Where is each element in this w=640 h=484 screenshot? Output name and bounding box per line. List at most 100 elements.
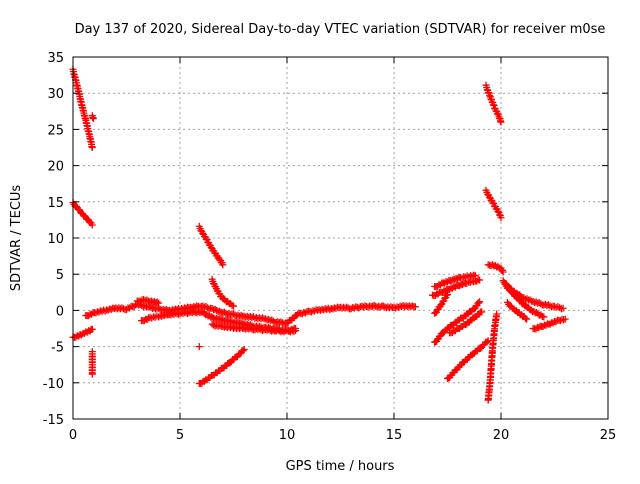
data-point (493, 310, 501, 318)
data-point (89, 115, 97, 123)
data-point (167, 311, 175, 319)
data-point (240, 345, 248, 353)
y-tick-label: 10 (47, 232, 64, 247)
series-arc-early-low (69, 325, 96, 341)
data-point (444, 290, 451, 298)
data-point (216, 315, 224, 323)
data-point (494, 207, 502, 215)
x-tick-label: 5 (176, 428, 184, 443)
data-point (411, 303, 419, 311)
data-point (107, 305, 115, 313)
data-point (88, 221, 96, 229)
series-arc-20h-b (501, 280, 548, 321)
series-arc-17h-c (431, 271, 479, 291)
series-baseline-a (82, 300, 419, 328)
x-tick-label: 15 (386, 428, 403, 443)
chart-title: Day 137 of 2020, Sidereal Day-to-day VTE… (75, 22, 606, 37)
data-point (478, 308, 486, 316)
y-tick-label: 30 (47, 87, 64, 102)
series-arc-early-high (69, 65, 96, 151)
y-tick-label: -5 (51, 341, 64, 356)
y-tick-label: 15 (47, 196, 64, 211)
data-point (540, 313, 548, 321)
y-axis-label: SDTVAR / TECUs (9, 185, 24, 292)
data-point (476, 276, 484, 284)
series-arc-6h-low (195, 345, 248, 387)
series-arc-19h-high (482, 81, 505, 126)
data-point (208, 304, 216, 312)
data-point (466, 279, 474, 287)
data-point (471, 272, 479, 280)
series-arc-20h-c (503, 298, 531, 323)
data-point (483, 338, 491, 346)
data-point (119, 305, 127, 313)
data-point (326, 306, 334, 314)
y-tick-label: 35 (47, 51, 64, 66)
data-point (92, 309, 100, 317)
data-point (307, 308, 315, 316)
data-point (123, 305, 130, 313)
data-point (475, 299, 483, 307)
series-arc-6h-high (195, 222, 227, 269)
data-layer (69, 65, 569, 404)
data-point (259, 314, 267, 322)
data-point (88, 144, 96, 151)
series-arc-17h-f (431, 290, 451, 317)
tick-layer: 0 5 10 15 20 25 -15 -10 -5 0 5 10 15 20 25 30 35 (43, 51, 617, 443)
series-baseline-b (137, 308, 300, 335)
data-point (237, 311, 245, 319)
y-tick-label: 25 (47, 123, 64, 138)
y-tick-label: 20 (47, 160, 64, 175)
data-point (153, 298, 161, 306)
data-point (523, 295, 531, 303)
data-point (88, 325, 96, 333)
data-point (443, 291, 451, 299)
series-arc-6h-drop (208, 275, 237, 310)
series-outliers-early (88, 348, 96, 378)
data-point (556, 317, 564, 325)
series-arc-20h-d (529, 315, 569, 333)
data-point (155, 299, 163, 307)
data-point (237, 324, 245, 332)
series-arc-19h-plateau (484, 261, 507, 276)
y-tick-label: 0 (56, 304, 64, 319)
data-point (228, 301, 236, 309)
data-point (184, 310, 192, 318)
x-tick-label: 20 (493, 428, 510, 443)
data-point (329, 305, 337, 313)
data-point (387, 303, 395, 311)
data-point (213, 307, 221, 315)
series-arc-early-point (88, 112, 97, 123)
data-point (95, 308, 103, 316)
data-point (408, 302, 416, 310)
data-point (497, 214, 505, 222)
data-point (523, 315, 531, 323)
data-point (280, 320, 288, 328)
data-point (392, 304, 400, 312)
data-point (499, 268, 507, 276)
data-point (88, 370, 96, 378)
data-point (219, 261, 227, 269)
data-point (239, 347, 247, 355)
data-point (497, 118, 505, 126)
y-tick-label: 5 (56, 268, 64, 283)
x-tick-label: 0 (69, 428, 77, 443)
data-point (332, 304, 340, 312)
data-point (521, 314, 529, 322)
data-point (347, 305, 355, 313)
y-tick-label: -15 (43, 413, 64, 428)
data-point (216, 307, 224, 315)
data-point (216, 321, 224, 329)
data-point (292, 327, 300, 335)
series-arc-19h-mid (482, 186, 505, 222)
data-point (311, 307, 319, 315)
series-arc-19h-spike (484, 310, 501, 404)
series-baseline-d (133, 296, 163, 307)
y-tick-label: -10 (43, 377, 64, 392)
data-point (195, 343, 203, 351)
series-arc-17h-d (446, 308, 486, 337)
data-point (101, 307, 109, 315)
data-point (155, 313, 163, 321)
